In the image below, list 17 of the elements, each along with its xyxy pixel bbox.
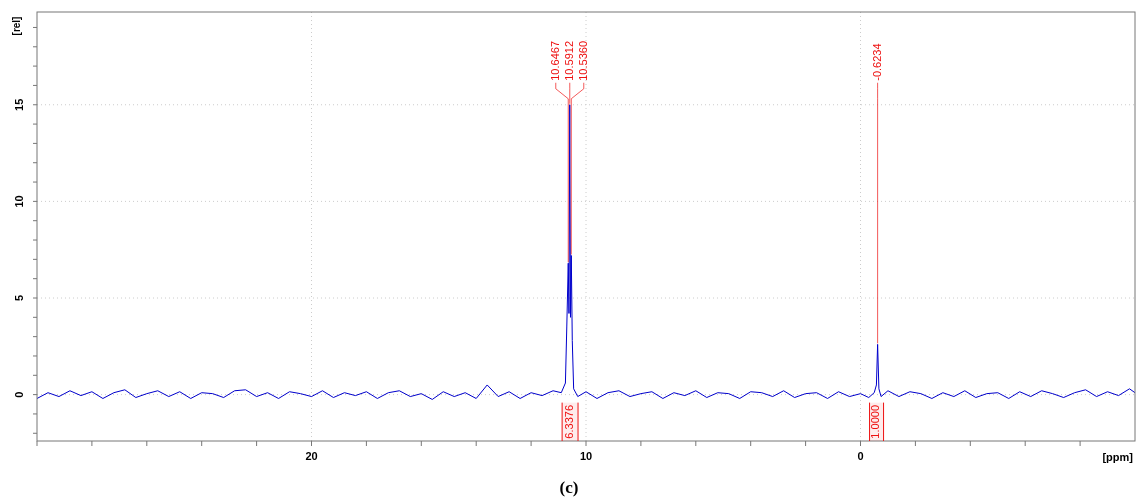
band-label: 1.0000	[869, 404, 882, 439]
line-series	[36, 104, 1136, 400]
y-tick-label: 5	[12, 294, 25, 302]
x-tick-label: 0	[857, 450, 864, 462]
y-tick-label: 15	[12, 98, 25, 111]
x-axis-title: [ppm]	[1102, 451, 1134, 463]
annotation: -0.6234	[870, 43, 883, 81]
y-axis-title: [rel]	[10, 16, 22, 36]
x-tick-label: 10	[579, 450, 593, 462]
annotation: 10.5360	[576, 40, 589, 81]
band-label: 6.3376	[562, 404, 575, 439]
x-tick-label: 20	[305, 450, 318, 462]
y-tick-label: 0	[12, 391, 25, 398]
annotation: 10.5912	[562, 40, 575, 81]
y-tick-label: 10	[12, 195, 25, 208]
annotation: 10.6467	[548, 40, 561, 81]
text: (c)	[559, 478, 579, 497]
